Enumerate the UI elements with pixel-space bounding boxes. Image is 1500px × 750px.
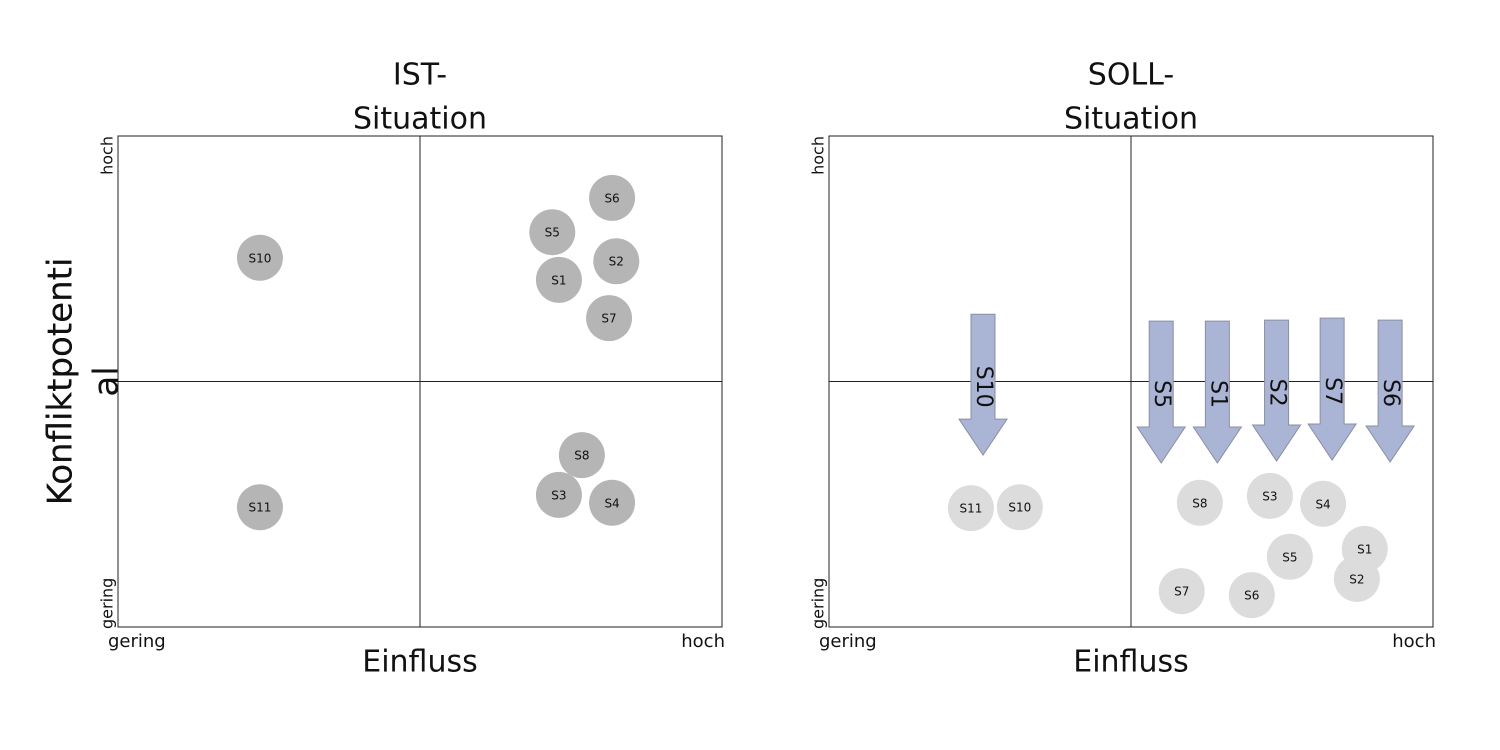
stakeholder-point <box>589 479 636 526</box>
stakeholder-point <box>529 209 576 256</box>
point-label: S11 <box>248 501 271 515</box>
y-tick-label: gering <box>809 578 828 629</box>
point-label: S4 <box>604 496 619 510</box>
point-label: S6 <box>604 191 619 205</box>
stakeholder-point <box>1158 568 1205 615</box>
arrow-label: S5 <box>1149 380 1174 408</box>
stakeholder-point <box>1228 572 1275 619</box>
y-tick-label: hoch <box>809 136 828 175</box>
point-label: S5 <box>1282 550 1297 564</box>
point-label: S4 <box>1315 497 1330 511</box>
stakeholder-point <box>558 432 605 479</box>
chart-title: Situation <box>1064 102 1198 137</box>
stakeholder-point <box>1246 472 1293 519</box>
x-tick-label: gering <box>108 631 166 652</box>
arrow-label: S7 <box>1320 377 1345 405</box>
x-axis-label: Einfluss <box>1073 645 1188 680</box>
y-axis-label: al <box>87 366 127 396</box>
stakeholder-point <box>1300 480 1347 527</box>
stakeholder-point <box>589 174 636 221</box>
point-label: S8 <box>1192 496 1207 510</box>
point-label: S1 <box>1357 542 1372 556</box>
arrow <box>1365 319 1416 463</box>
arrow-label: S1 <box>1205 380 1230 408</box>
y-tick-label: hoch <box>98 136 117 175</box>
y-axis-label: al <box>87 366 127 396</box>
x-tick-label: hoch <box>681 631 725 652</box>
arrow-label: S10 <box>971 366 996 408</box>
stakeholder-point <box>593 238 640 285</box>
stakeholder-point <box>236 234 283 281</box>
point-label: S2 <box>1349 572 1364 586</box>
point-label: S7 <box>1174 585 1189 599</box>
point-label: S3 <box>1262 489 1277 503</box>
point-label: S3 <box>551 488 566 502</box>
point-label: S5 <box>545 226 560 240</box>
arrow <box>958 313 1008 457</box>
arrow <box>1192 320 1243 464</box>
point-label: S10 <box>248 251 271 265</box>
chart-title: Situation <box>353 102 487 137</box>
arrow-label: S2 <box>1265 379 1290 407</box>
stakeholder-point <box>535 256 582 303</box>
chart-title: SOLL- <box>1088 58 1174 93</box>
stakeholder-point <box>236 484 283 531</box>
arrow <box>1136 320 1187 464</box>
stakeholder-point <box>586 295 633 342</box>
point-label: S10 <box>1008 501 1031 515</box>
x-tick-label: hoch <box>1392 631 1436 652</box>
point-label: S6 <box>1244 589 1259 603</box>
stakeholder-point <box>947 485 994 532</box>
point-label: S8 <box>574 449 589 463</box>
stakeholder-point <box>1266 533 1313 580</box>
chart-title: IST- <box>393 58 447 93</box>
arrow-label: S6 <box>1378 379 1403 407</box>
stakeholder-point <box>535 471 582 518</box>
y-axis-label: Konfliktpotenti <box>41 258 81 506</box>
point-label: S11 <box>959 502 982 516</box>
x-tick-label: gering <box>819 631 877 652</box>
point-label: S2 <box>609 255 624 269</box>
point-label: S1 <box>551 273 566 287</box>
arrow <box>1307 317 1358 461</box>
stakeholder-point <box>996 484 1043 531</box>
stakeholder-point <box>1333 555 1380 602</box>
y-tick-label: gering <box>98 578 117 629</box>
stakeholder-point <box>1176 479 1223 526</box>
point-label: S7 <box>601 312 616 326</box>
arrow <box>1251 319 1302 462</box>
y-axis-label: Konfliktpotenti <box>41 258 81 506</box>
x-axis-label: Einfluss <box>362 645 477 680</box>
